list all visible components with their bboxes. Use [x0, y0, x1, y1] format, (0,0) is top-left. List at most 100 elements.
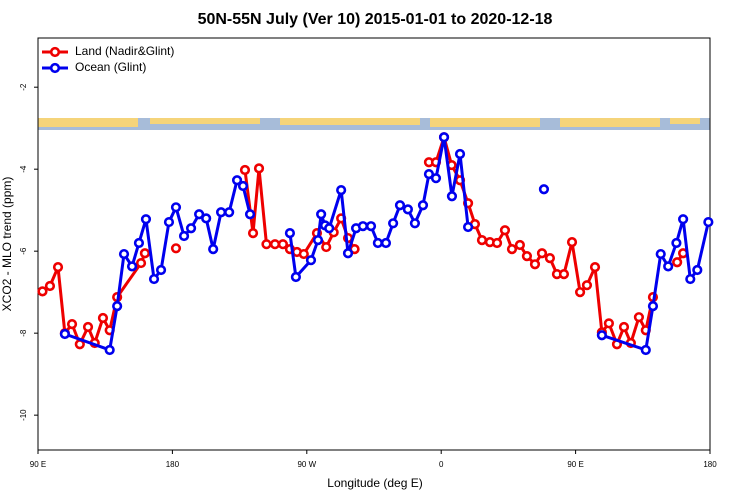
y-tick-label: -2	[19, 83, 28, 91]
data-point	[423, 169, 435, 180]
data-point	[133, 237, 145, 249]
x-tick-label: 0	[439, 460, 444, 469]
data-point	[135, 257, 147, 269]
data-point	[66, 319, 78, 330]
data-point	[372, 237, 383, 249]
land-patches	[38, 118, 700, 127]
data-point	[37, 286, 48, 297]
data-point	[170, 243, 182, 254]
data-point	[44, 280, 56, 292]
data-point	[671, 237, 682, 249]
data-point	[618, 321, 630, 333]
data-point	[298, 248, 309, 260]
data-point	[589, 262, 601, 273]
data-point	[596, 330, 607, 341]
data-point	[163, 216, 175, 228]
data-point	[321, 241, 332, 253]
data-point	[52, 262, 64, 273]
data-point	[491, 237, 503, 249]
data-point	[277, 239, 289, 250]
data-point	[514, 239, 525, 251]
x-axis-label: Longitude (deg E)	[327, 476, 422, 490]
data-point	[239, 164, 251, 176]
legend-label: Ocean (Glint)	[75, 60, 146, 74]
data-point	[633, 312, 645, 323]
data-point	[224, 207, 235, 218]
x-tick-label: 90 E	[30, 460, 46, 469]
data-point	[253, 163, 265, 174]
data-point	[336, 184, 347, 196]
data-point	[269, 239, 281, 250]
data-point	[394, 200, 406, 211]
data-point	[417, 200, 429, 211]
y-tick-label: -4	[19, 165, 28, 173]
data-point	[170, 202, 182, 213]
data-point	[237, 180, 249, 192]
data-point	[59, 328, 70, 340]
data-point	[544, 253, 556, 264]
data-point	[663, 261, 674, 272]
chart-title: 50N-55N July (Ver 10) 2015-01-01 to 2020…	[198, 11, 553, 28]
data-point	[402, 204, 413, 215]
data-point	[647, 301, 659, 312]
data-point	[312, 235, 324, 246]
y-tick-label: -8	[19, 329, 28, 337]
data-point	[409, 218, 421, 229]
data-point	[603, 318, 615, 329]
y-tick-label: -10	[19, 409, 28, 421]
plot-frame	[37, 37, 711, 451]
data-point	[430, 173, 442, 184]
data-point	[316, 209, 327, 220]
data-point	[97, 312, 109, 324]
data-point	[558, 269, 570, 280]
data-point	[703, 216, 714, 228]
data-point	[574, 287, 586, 298]
data-point	[685, 273, 696, 285]
data-point	[499, 225, 511, 236]
data-point	[284, 228, 296, 239]
data-point	[655, 248, 666, 260]
data-point	[462, 221, 474, 233]
data-point	[380, 237, 392, 249]
legend-marker	[49, 62, 61, 74]
legend-label: Land (Nadir&Glint)	[75, 44, 174, 58]
x-tick-label: 90 W	[297, 460, 316, 469]
data-point	[139, 248, 151, 259]
legend-marker	[49, 46, 61, 58]
data-point	[140, 214, 152, 225]
y-tick-label: -6	[19, 247, 28, 255]
data-point	[678, 214, 689, 225]
data-point	[82, 321, 94, 333]
data-point	[201, 213, 212, 224]
data-point	[529, 259, 541, 270]
data-point	[185, 223, 197, 234]
data-point	[112, 301, 123, 312]
data-point	[672, 257, 683, 268]
data-point	[581, 280, 593, 291]
data-point	[388, 218, 399, 229]
data-point	[118, 248, 130, 260]
x-tick-label: 90 E	[567, 460, 583, 469]
y-axis-label: XCO2 - MLO trend (ppm)	[0, 177, 14, 312]
data-point	[290, 271, 301, 283]
data-point	[446, 191, 458, 202]
x-tick-label: 180	[703, 460, 717, 469]
data-point	[126, 261, 138, 272]
data-point	[178, 230, 190, 242]
data-point	[247, 228, 259, 239]
data-point	[640, 344, 651, 356]
data-point	[231, 175, 243, 186]
data-point	[566, 237, 578, 248]
data-point	[155, 264, 167, 276]
data-point	[521, 250, 533, 262]
data-point	[476, 235, 488, 246]
data-point	[324, 223, 335, 234]
data-point	[342, 248, 354, 259]
data-point	[536, 248, 548, 259]
data-point	[365, 221, 377, 232]
data-point	[215, 207, 227, 218]
data-point	[104, 344, 115, 356]
data-point	[454, 148, 466, 160]
data-point	[194, 209, 205, 220]
